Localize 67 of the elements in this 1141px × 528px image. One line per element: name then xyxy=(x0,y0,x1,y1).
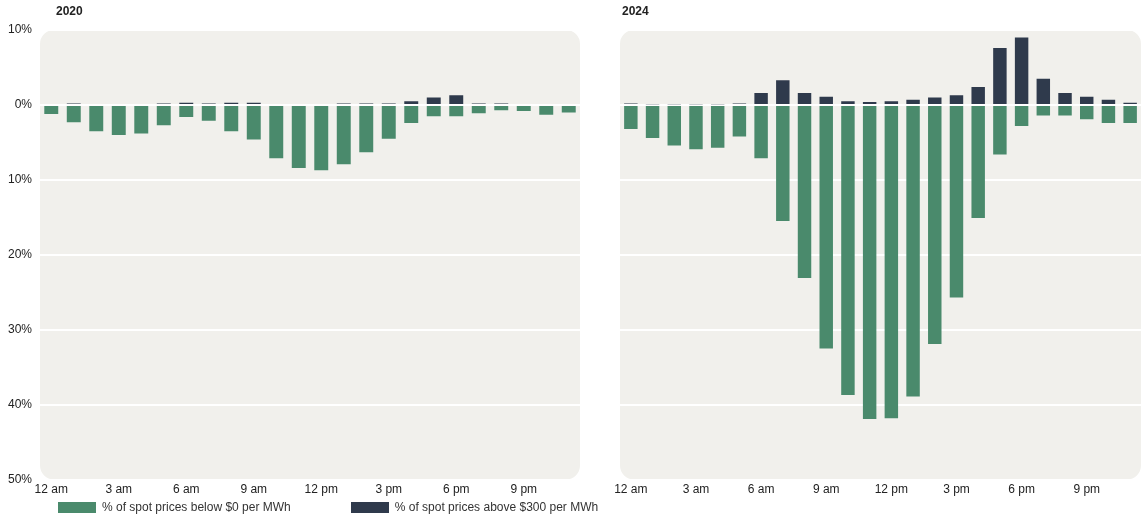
bar xyxy=(1080,96,1094,104)
legend-label: % of spot prices below $0 per MWh xyxy=(102,500,291,514)
x-tick-label: 9 pm xyxy=(510,482,538,497)
x-tick-label: 3 am xyxy=(105,482,133,497)
bar xyxy=(1101,99,1116,104)
bar xyxy=(776,105,790,222)
y-tick-label: 50% xyxy=(7,471,33,486)
x-tick-label: 12 pm xyxy=(874,482,909,497)
y-tick-label: 10% xyxy=(7,172,33,187)
x-tick-label: 12 am xyxy=(34,482,68,497)
bar xyxy=(906,105,920,397)
bar xyxy=(776,80,790,104)
bar xyxy=(884,105,899,419)
bar xyxy=(928,105,942,344)
y-tick-label: 10% xyxy=(7,22,33,37)
x-tick-label: 9 pm xyxy=(1073,482,1101,497)
x-tick-label: 12 am xyxy=(614,482,648,497)
x-tick-label: 6 pm xyxy=(1008,482,1035,497)
bar xyxy=(819,105,833,349)
bar xyxy=(797,92,812,104)
bar xyxy=(754,92,768,104)
bar xyxy=(1101,105,1116,123)
bar xyxy=(993,105,1007,155)
y-tick-label: 0% xyxy=(14,97,33,112)
x-tick-label: 9 am xyxy=(240,482,268,497)
bar xyxy=(1014,37,1029,104)
bar xyxy=(1036,78,1051,104)
bar xyxy=(710,105,725,148)
x-tick-label: 3 pm xyxy=(943,482,970,497)
bar xyxy=(797,105,812,279)
legend-label: % of spot prices above $300 per MWh xyxy=(394,500,599,514)
bar xyxy=(862,105,877,419)
bar xyxy=(971,105,985,219)
bar xyxy=(928,97,942,104)
bar xyxy=(645,105,660,138)
bar xyxy=(1080,105,1094,120)
x-tick-label: 6 pm xyxy=(442,482,470,497)
bar xyxy=(884,101,899,104)
bar xyxy=(993,47,1007,104)
bar xyxy=(906,99,920,104)
bar xyxy=(754,105,768,159)
bar xyxy=(689,105,703,150)
y-tick-label: 20% xyxy=(7,247,33,262)
y-tick-label: 40% xyxy=(7,396,33,411)
bar xyxy=(1123,105,1137,123)
bar xyxy=(667,105,681,146)
bar xyxy=(1058,105,1072,116)
bar xyxy=(841,105,855,395)
bar xyxy=(1036,105,1051,116)
bar xyxy=(1014,105,1029,126)
chart-title: 2024 xyxy=(622,4,649,18)
bar xyxy=(841,101,855,104)
bar xyxy=(971,86,985,104)
bar xyxy=(949,95,964,104)
x-tick-label: 6 am xyxy=(747,482,775,497)
x-tick-label: 3 pm xyxy=(375,482,403,497)
x-tick-label: 6 am xyxy=(172,482,200,497)
bar xyxy=(949,105,964,298)
bar xyxy=(624,105,638,129)
bar xyxy=(732,105,747,137)
chart-title: 2020 xyxy=(56,4,83,18)
bar xyxy=(819,96,833,104)
x-tick-label: 9 am xyxy=(812,482,840,497)
x-tick-label: 3 am xyxy=(682,482,710,497)
bar xyxy=(1058,92,1072,104)
x-tick-label: 12 pm xyxy=(304,482,338,497)
y-tick-label: 30% xyxy=(7,322,33,337)
